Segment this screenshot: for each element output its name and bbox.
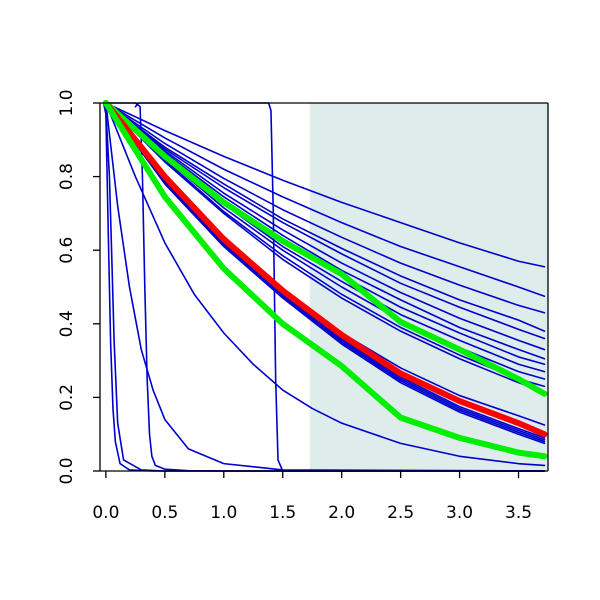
series-line-6-blue [105,102,546,351]
y-tick-label: 0.4 [57,310,77,337]
y-tick-label: 0.6 [57,237,77,264]
series-line-13-green [102,100,548,397]
x-tick-label: 1.0 [210,503,237,523]
series-line-2-blue [105,102,546,297]
x-tick-label: 0.0 [92,503,119,523]
series-layer [102,100,548,472]
x-tick-label: 2.5 [387,503,414,523]
series-line-3-blue [105,102,546,314]
series-line-20-green [102,100,548,460]
y-tick-label: 0.2 [57,384,77,411]
series-line-12-blue [105,102,546,393]
y-tick-label: 0.0 [57,457,77,484]
series-line-1-blue [105,102,546,268]
axis-layer: 0.0 0.5 1.0 1.5 2.0 2.5 3.0 3.5 0.0 0.2 0.4 0.6 0.8 1… [57,89,549,523]
series-line-18-blue [105,102,546,443]
x-tick-label: 1.5 [269,503,296,523]
series-line-22-blue [105,102,546,472]
series-line-7-blue [105,102,546,360]
series-line-15-red [102,100,548,438]
x-tick-label: 0.5 [151,503,178,523]
x-tick-label: 3.5 [505,503,532,523]
series-line-4-blue [105,102,546,332]
x-tick-label: 2.0 [328,503,355,523]
y-tick-label: 0.8 [57,163,77,190]
series-line-5-blue [105,102,546,340]
y-tick-label: 1.0 [57,89,77,116]
series-line-19-blue [105,102,546,445]
x-tick-label: 3.0 [446,503,473,523]
series-line-21-blue [105,102,546,467]
